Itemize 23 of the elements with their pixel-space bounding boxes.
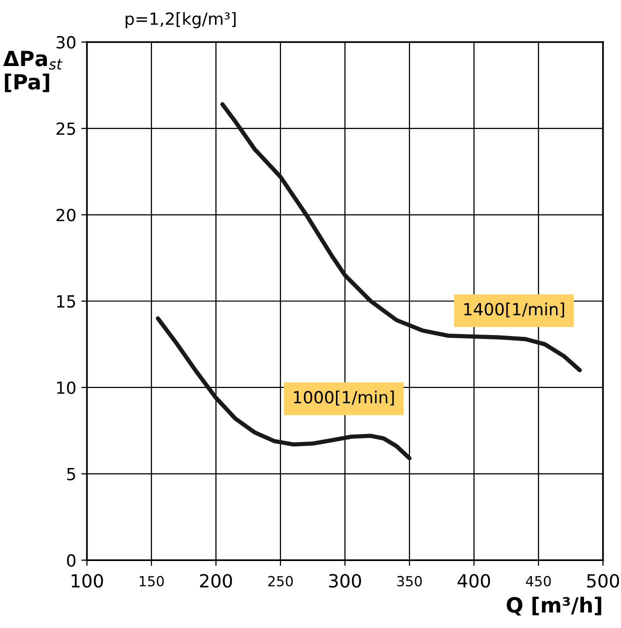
- x-tick-label: 450: [526, 576, 551, 586]
- x-tick-label: 400: [458, 574, 490, 588]
- text: p=1,2[kg/m³]: [126, 12, 236, 28]
- y-tick-label: 30: [56, 36, 76, 49]
- x-tick-label: 150: [140, 576, 164, 586]
- y-tick-label: 25: [56, 122, 76, 135]
- y-tick-label: 0: [67, 554, 76, 567]
- x-axis-title: Q [m³/h]: [506, 596, 602, 616]
- y-tick-label: 20: [56, 208, 76, 222]
- x-tick-label: 100: [72, 574, 103, 588]
- y-axis-title: ΔPa$_{st}$ [Pa]: [3, 50, 63, 92]
- x-tick-label: 350: [397, 576, 422, 586]
- line-series: [156, 316, 412, 460]
- line-series: [220, 102, 582, 372]
- x-tick-label: 250: [268, 576, 293, 586]
- y-tick-label: 5: [67, 468, 76, 480]
- x-tick-label: 300: [329, 574, 361, 588]
- text: 1000[1/min]: [294, 390, 394, 406]
- series-label: 1400[1/min]: [464, 302, 564, 318]
- y-tick-label: 15: [57, 295, 76, 308]
- y-tick-label: 10: [57, 381, 76, 394]
- x-tick-label: 500: [587, 574, 620, 588]
- x-tick-label: 200: [200, 574, 232, 588]
